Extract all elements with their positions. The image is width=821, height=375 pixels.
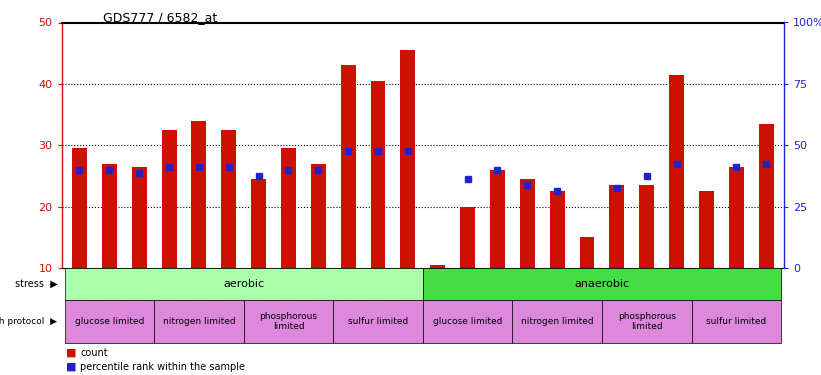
Bar bbox=[251, 179, 266, 268]
Bar bbox=[333, 300, 423, 343]
Text: phosphorous
limited: phosphorous limited bbox=[259, 312, 318, 331]
Bar bbox=[729, 167, 744, 268]
Bar bbox=[602, 300, 691, 343]
Bar bbox=[65, 268, 423, 300]
Bar bbox=[281, 148, 296, 268]
Text: sulfur limited: sulfur limited bbox=[348, 317, 408, 326]
Text: growth protocol  ▶: growth protocol ▶ bbox=[0, 317, 57, 326]
Bar bbox=[550, 191, 565, 268]
Text: GDS777 / 6582_at: GDS777 / 6582_at bbox=[103, 11, 217, 24]
Text: glucose limited: glucose limited bbox=[75, 317, 144, 326]
Text: phosphorous
limited: phosphorous limited bbox=[617, 312, 676, 331]
Bar bbox=[222, 130, 236, 268]
Text: stress  ▶: stress ▶ bbox=[15, 279, 57, 289]
Bar bbox=[520, 179, 534, 268]
Bar bbox=[640, 185, 654, 268]
Bar bbox=[609, 185, 624, 268]
Bar bbox=[460, 207, 475, 268]
Bar bbox=[490, 170, 505, 268]
Text: glucose limited: glucose limited bbox=[433, 317, 502, 326]
Bar bbox=[102, 164, 117, 268]
Bar bbox=[65, 300, 154, 343]
Text: aerobic: aerobic bbox=[223, 279, 264, 289]
Bar bbox=[72, 148, 87, 268]
Text: nitrogen limited: nitrogen limited bbox=[521, 317, 594, 326]
Text: percentile rank within the sample: percentile rank within the sample bbox=[80, 362, 245, 372]
Bar bbox=[311, 164, 326, 268]
Bar bbox=[154, 300, 244, 343]
Text: count: count bbox=[80, 348, 108, 358]
Text: sulfur limited: sulfur limited bbox=[706, 317, 767, 326]
Bar bbox=[512, 300, 602, 343]
Text: ■: ■ bbox=[66, 362, 76, 372]
Bar bbox=[341, 66, 355, 268]
Text: ■: ■ bbox=[66, 348, 76, 358]
Bar bbox=[423, 268, 781, 300]
Bar bbox=[669, 75, 684, 268]
Bar bbox=[131, 167, 147, 268]
Bar bbox=[162, 130, 177, 268]
Bar bbox=[691, 300, 781, 343]
Bar bbox=[699, 191, 714, 268]
Bar bbox=[423, 300, 512, 343]
Bar bbox=[759, 124, 773, 268]
Bar bbox=[401, 50, 415, 268]
Bar bbox=[370, 81, 386, 268]
Text: nitrogen limited: nitrogen limited bbox=[163, 317, 236, 326]
Bar bbox=[580, 237, 594, 268]
Bar bbox=[244, 300, 333, 343]
Bar bbox=[191, 121, 206, 268]
Bar bbox=[430, 265, 445, 268]
Text: anaerobic: anaerobic bbox=[575, 279, 630, 289]
